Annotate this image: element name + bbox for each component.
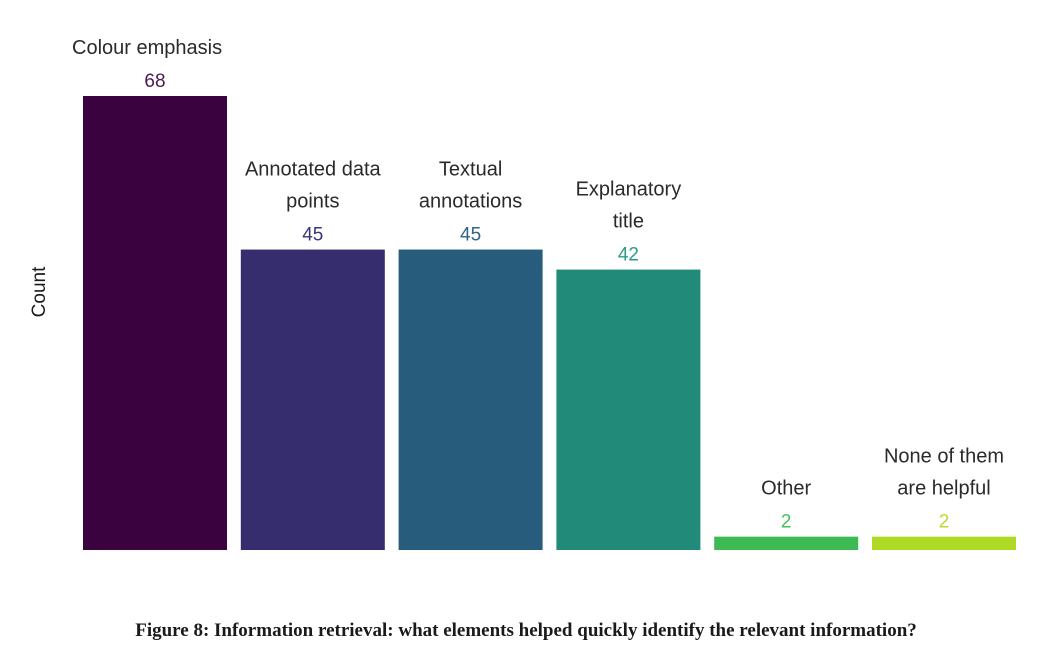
figure-caption: Figure 8: Information retrieval: what el…	[135, 620, 917, 641]
category-label: Explanatory	[576, 179, 682, 201]
value-label: 42	[618, 245, 639, 266]
value-label: 2	[939, 512, 950, 533]
category-label: points	[286, 191, 339, 213]
category-label: None of them	[884, 446, 1004, 468]
value-label: 2	[781, 512, 792, 533]
value-label: 45	[302, 225, 323, 246]
bar-chart: Count 68 Colour emphasis 45 Annotated data p…	[29, 37, 1016, 550]
value-label: 45	[460, 225, 481, 246]
category-label: Other	[761, 478, 811, 500]
bar	[398, 249, 543, 550]
category-label: Colour emphasis	[72, 37, 222, 59]
category-label: Textual	[439, 159, 502, 181]
bar	[714, 536, 859, 550]
value-label: 68	[144, 71, 165, 92]
bar	[556, 269, 701, 550]
y-axis-label: Count	[29, 266, 50, 317]
category-label: are helpful	[897, 478, 990, 500]
bar	[83, 96, 227, 550]
category-label: Annotated data	[245, 159, 382, 181]
bar	[872, 536, 1016, 550]
category-label: title	[613, 211, 644, 233]
category-label: annotations	[419, 191, 522, 213]
bar	[240, 249, 385, 550]
